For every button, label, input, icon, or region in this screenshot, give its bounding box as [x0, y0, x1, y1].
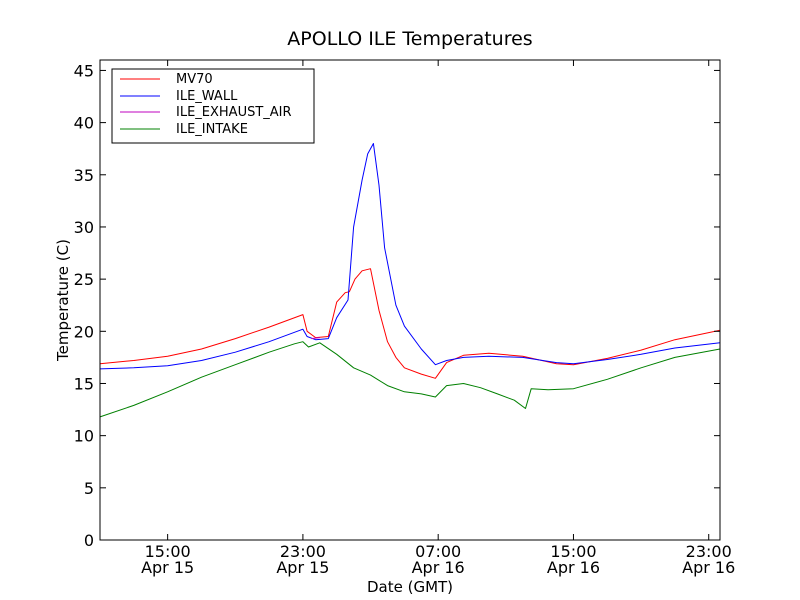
x-tick-label-date: Apr 16: [682, 558, 735, 577]
legend-box: [111, 68, 315, 144]
y-tick-label: 35: [74, 166, 94, 185]
series-line-ile-wall: [99, 143, 721, 370]
x-tick-label-date: Apr 15: [276, 558, 329, 577]
y-tick-label: 20: [74, 322, 94, 341]
series-layer: [99, 143, 721, 418]
y-tick-label: 0: [84, 531, 94, 550]
x-tick-label-time: 23:00: [280, 542, 326, 561]
y-tick-label: 10: [74, 427, 94, 446]
series-line-ile-intake: [99, 341, 721, 418]
y-tick-label: 45: [74, 61, 94, 80]
x-tick-label-date: Apr 16: [547, 558, 600, 577]
x-tick-label-date: Apr 15: [141, 558, 194, 577]
series-line-mv70: [99, 268, 721, 379]
legend-label-ile-exhaust-air: ILE_EXHAUST_AIR: [176, 105, 292, 120]
y-axis-ticks: 0 5 10 15 20 25 30 35 40 45: [74, 61, 720, 550]
plot-area-frame: [99, 59, 721, 541]
y-axis-label: Temperature (C): [54, 239, 72, 362]
legend: MV70 ILE_WALL ILE_EXHAUST_AIR ILE_INTAKE: [111, 68, 315, 144]
x-tick-label-time: 15:00: [550, 542, 596, 561]
series-line-ile-exhaust-air: [311, 337, 320, 340]
x-axis-label: Date (GMT): [367, 578, 453, 596]
x-tick-label-time: 07:00: [415, 542, 461, 561]
y-tick-label: 40: [74, 114, 94, 133]
y-tick-label: 5: [84, 479, 94, 498]
chart-title: APOLLO ILE Temperatures: [287, 28, 532, 50]
x-tick-label-time: 15:00: [145, 542, 191, 561]
y-tick-label: 30: [74, 218, 94, 237]
x-tick-label-time: 23:00: [686, 542, 732, 561]
legend-label-mv70: MV70: [176, 72, 213, 87]
legend-label-ile-wall: ILE_WALL: [176, 89, 238, 104]
legend-label-ile-intake: ILE_INTAKE: [176, 122, 248, 137]
x-tick-label-date: Apr 16: [412, 558, 465, 577]
y-tick-label: 15: [74, 374, 94, 393]
y-tick-label: 25: [74, 270, 94, 289]
